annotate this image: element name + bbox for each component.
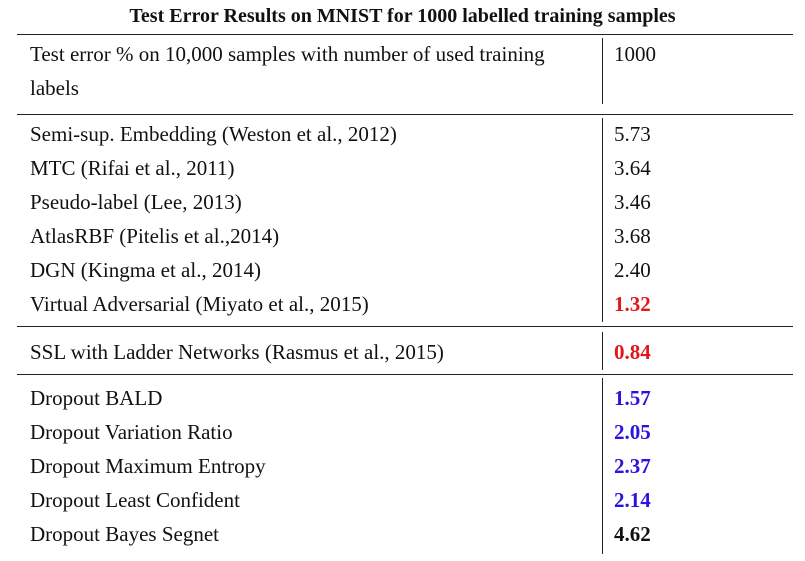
table-row-method: Dropout Variation Ratio <box>30 420 233 444</box>
table-row-value: 3.68 <box>614 224 651 248</box>
header-description-line1: Test error % on 10,000 samples with numb… <box>30 42 545 66</box>
table-row-value: 0.84 <box>614 340 651 364</box>
top-rule <box>17 34 793 35</box>
table-row-method: Pseudo-label (Lee, 2013) <box>30 190 242 214</box>
column-divider-group-3 <box>602 378 603 554</box>
table-row-value: 3.46 <box>614 190 651 214</box>
table-row-method: Dropout BALD <box>30 386 163 410</box>
table-row-value: 1.57 <box>614 386 651 410</box>
column-divider-group-2 <box>602 332 603 370</box>
table-row-method: Semi-sup. Embedding (Weston et al., 2012… <box>30 122 397 146</box>
table-row-method: AtlasRBF (Pitelis et al.,2014) <box>30 224 280 248</box>
table-row-value: 2.14 <box>614 488 651 512</box>
header-description-line2: labels <box>30 76 79 100</box>
column-divider-header <box>602 38 603 104</box>
table-row-method: Virtual Adversarial (Miyato et al., 2015… <box>30 292 369 316</box>
table-caption: Test Error Results on MNIST for 1000 lab… <box>129 5 676 27</box>
group-rule-1 <box>17 114 793 115</box>
column-divider-group-1 <box>602 118 603 322</box>
header-column-1000: 1000 <box>614 42 656 66</box>
group-rule-2 <box>17 326 793 327</box>
table-row-method: Dropout Bayes Segnet <box>30 522 219 546</box>
table-row-method: SSL with Ladder Networks (Rasmus et al.,… <box>30 340 444 364</box>
table-row-value: 2.37 <box>614 454 651 478</box>
table-row-method: Dropout Maximum Entropy <box>30 454 266 478</box>
group-rule-3 <box>17 374 793 375</box>
table-row-method: DGN (Kingma et al., 2014) <box>30 258 261 282</box>
table-row-value: 2.05 <box>614 420 651 444</box>
table-row-value: 2.40 <box>614 258 651 282</box>
table-row-value: 4.62 <box>614 522 651 546</box>
table-row-value: 3.64 <box>614 156 651 180</box>
table-row-value: 5.73 <box>614 122 651 146</box>
table-row-value: 1.32 <box>614 292 651 316</box>
table-row-method: Dropout Least Confident <box>30 488 240 512</box>
table-row-method: MTC (Rifai et al., 2011) <box>30 156 235 180</box>
